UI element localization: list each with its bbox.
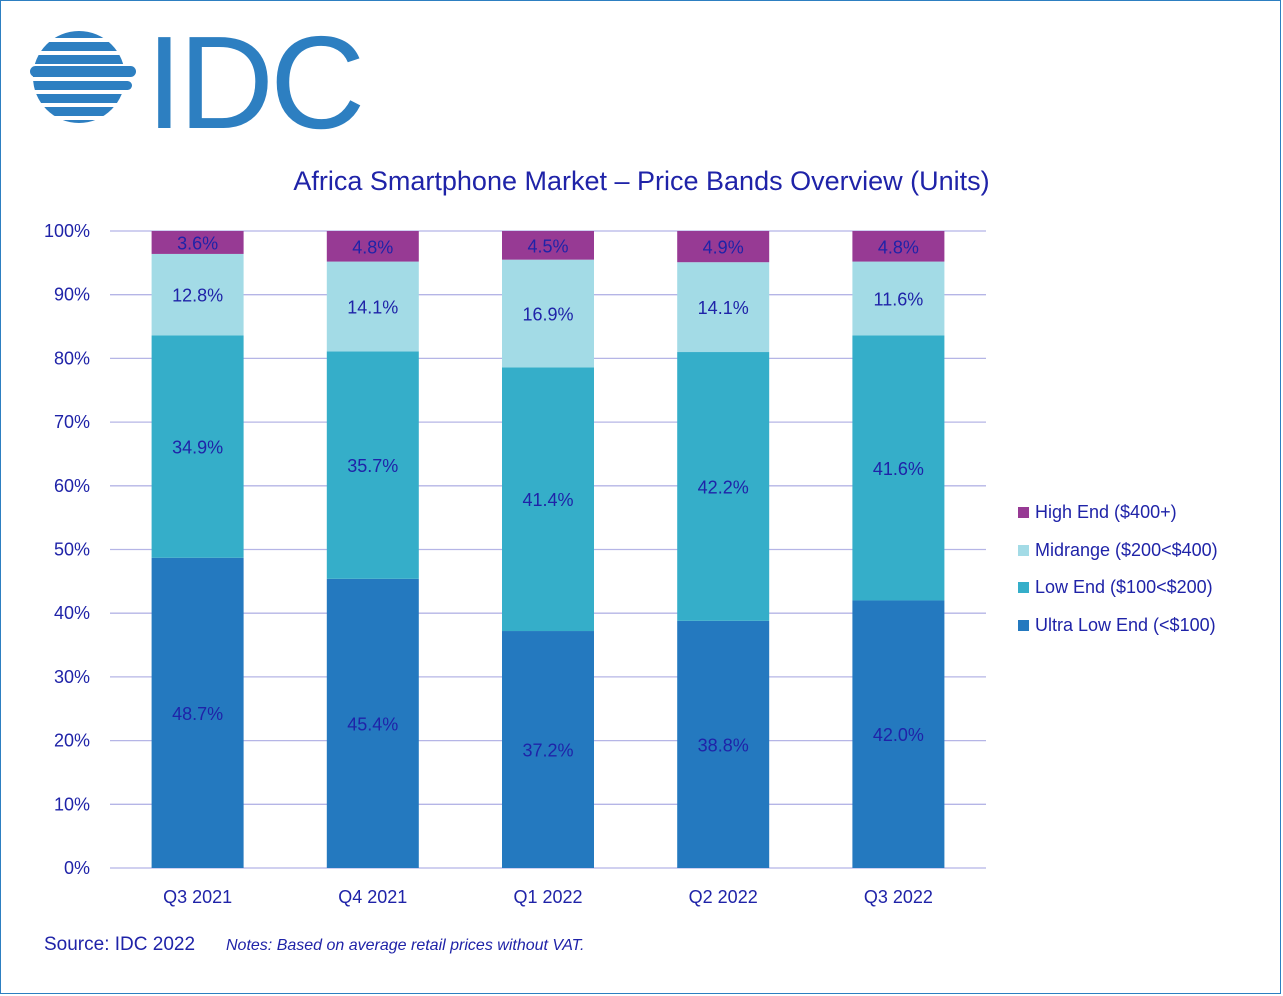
bar-segment — [326, 578, 419, 868]
chart-legend: High End ($400+) Midrange ($200<$400) Low … — [1018, 494, 1218, 644]
bar-segment — [502, 367, 594, 632]
data-label: 14.1% — [347, 297, 398, 317]
y-tick-label: 60% — [54, 476, 90, 496]
data-label: 48.7% — [172, 704, 223, 724]
bar-segment — [852, 231, 945, 262]
y-tick-label: 40% — [54, 603, 90, 623]
data-label: 35.7% — [347, 456, 398, 476]
bar-segment — [677, 231, 770, 263]
bar-segment — [677, 352, 770, 621]
data-label: 34.9% — [172, 438, 223, 458]
legend-swatch — [1018, 620, 1029, 632]
x-tick-label: Q1 2022 — [513, 887, 582, 907]
bar-segment — [677, 262, 770, 353]
legend-label: Midrange ($200<$400) — [1035, 539, 1218, 560]
bar-segment — [502, 259, 594, 368]
legend-swatch — [1018, 544, 1029, 556]
legend-item: High End ($400+) — [1018, 494, 1218, 532]
y-tick-label: 50% — [54, 540, 90, 560]
bar-segment — [677, 620, 770, 868]
bar-segment — [326, 231, 419, 262]
y-tick-label: 20% — [54, 731, 90, 751]
legend-label: Low End ($100<$200) — [1035, 577, 1213, 598]
y-tick-label: 80% — [54, 348, 90, 368]
data-label: 4.9% — [703, 238, 744, 258]
chart-title: Africa Smartphone Market – Price Bands O… — [293, 166, 990, 196]
bar-segment — [502, 231, 594, 260]
data-label: 41.6% — [873, 459, 924, 479]
data-label: 4.5% — [527, 236, 568, 256]
bar-segment — [502, 631, 594, 868]
data-label: 42.0% — [873, 725, 924, 745]
data-label: 3.6% — [177, 233, 218, 253]
legend-item: Ultra Low End (<$100) — [1018, 607, 1218, 645]
data-label: 45.4% — [347, 714, 398, 734]
data-label: 14.1% — [698, 298, 749, 318]
bar-segment — [852, 600, 945, 868]
y-tick-label: 10% — [54, 794, 90, 814]
idc-logo: IDC — [28, 18, 365, 136]
legend-swatch — [1018, 582, 1029, 594]
x-tick-label: Q2 2022 — [689, 887, 758, 907]
legend-label: Ultra Low End (<$100) — [1035, 615, 1216, 636]
y-tick-label: 0% — [64, 858, 90, 878]
data-label: 11.6% — [874, 290, 924, 310]
bar-segment — [852, 261, 945, 336]
legend-item: Low End ($100<$200) — [1018, 569, 1218, 607]
legend-item: Midrange ($200<$400) — [1018, 532, 1218, 570]
y-tick-label: 90% — [54, 285, 90, 305]
legend-label: High End ($400+) — [1035, 502, 1177, 523]
data-label: 38.8% — [698, 735, 749, 755]
data-label: 41.4% — [522, 490, 573, 510]
source-note: Source: IDC 2022 — [44, 934, 196, 955]
x-tick-label: Q3 2022 — [864, 887, 933, 907]
bar-segment — [151, 335, 244, 558]
bar-segment — [151, 231, 244, 254]
y-tick-label: 70% — [54, 412, 90, 432]
bar-segment — [326, 261, 419, 352]
y-tick-label: 30% — [54, 667, 90, 687]
x-tick-label: Q3 2021 — [163, 887, 232, 907]
bar-segment — [151, 557, 244, 868]
data-label: 12.8% — [172, 286, 223, 306]
data-label: 16.9% — [522, 304, 573, 324]
bar-segment — [852, 335, 945, 601]
bar-segment — [326, 351, 419, 579]
y-tick-label: 100% — [44, 221, 90, 241]
x-tick-label: Q4 2021 — [338, 887, 407, 907]
data-label: 37.2% — [522, 741, 573, 761]
data-label: 4.8% — [352, 237, 393, 257]
data-label: 4.8% — [878, 237, 919, 257]
legend-swatch — [1018, 507, 1029, 519]
notes-text: Notes: Based on average retail prices wi… — [226, 937, 585, 954]
svg-text:IDC: IDC — [146, 18, 361, 136]
bar-segment — [151, 253, 244, 336]
data-label: 42.2% — [698, 477, 749, 497]
